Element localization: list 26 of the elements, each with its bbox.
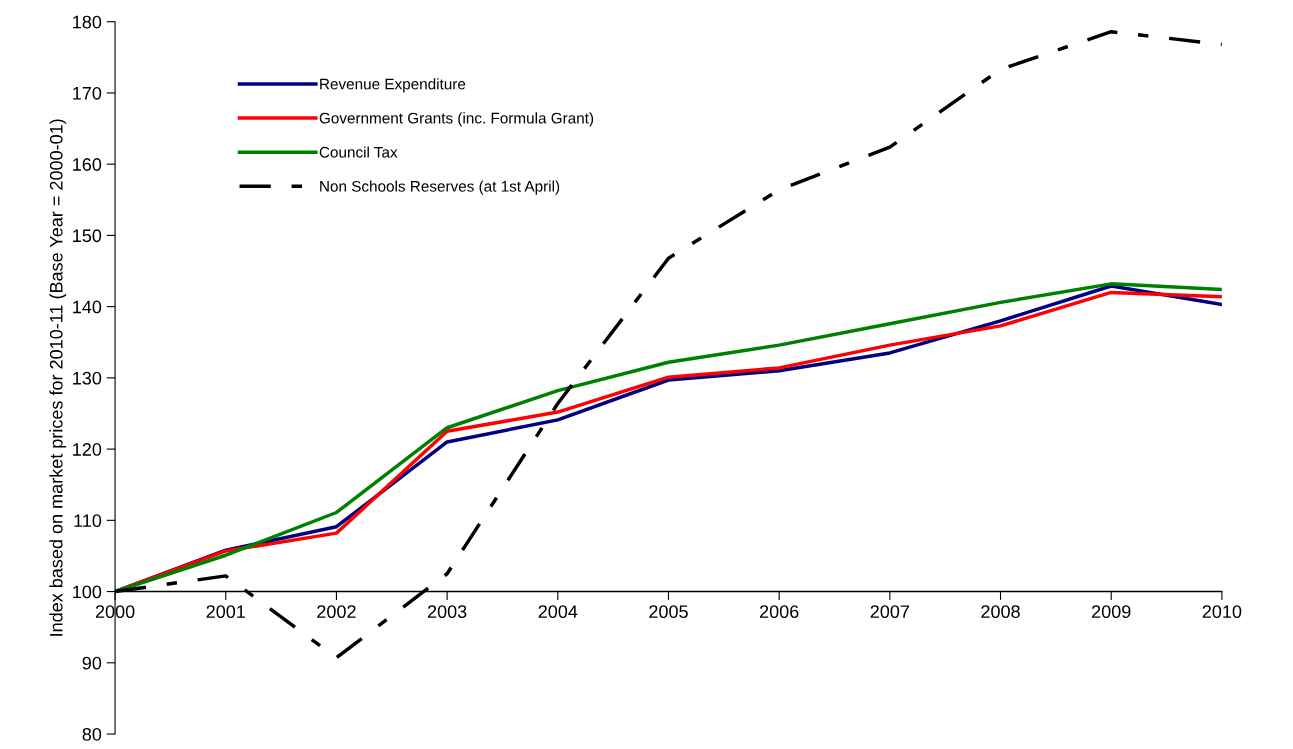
x-tick-label: 2004 <box>538 605 578 619</box>
x-tick-label: 2010 <box>1202 605 1242 619</box>
legend-label: Government Grants (inc. Formula Grant) <box>319 112 594 127</box>
y-tick-label: 90 <box>82 656 102 670</box>
y-tick-label: 180 <box>73 15 102 29</box>
y-tick-label: 80 <box>82 727 102 741</box>
x-tick-label: 2008 <box>981 605 1020 619</box>
x-tick-label: 2003 <box>427 605 467 619</box>
x-tick-label: 2005 <box>649 605 688 619</box>
y-tick-label: 100 <box>73 585 102 599</box>
x-tick-label: 2002 <box>317 605 356 619</box>
y-axis-title: Index based on market prices for 2010-11 (Base Year = 2000-01) <box>49 119 67 636</box>
y-tick-label: 130 <box>73 371 102 385</box>
y-tick-label: 140 <box>73 300 102 314</box>
y-tick-label: 150 <box>73 229 102 243</box>
y-tick-label: 160 <box>73 158 102 171</box>
x-tick-label: 2001 <box>206 605 245 619</box>
x-tick-label: 2007 <box>870 605 910 619</box>
y-tick-label: 170 <box>73 86 102 100</box>
y-tick-label: 120 <box>73 443 102 456</box>
x-tick-label: 2009 <box>1092 605 1131 619</box>
legend-label: Council Tax <box>319 146 398 158</box>
legend-label: Non Schools Reserves (at 1st April) <box>320 180 560 195</box>
x-tick-label: 2006 <box>759 605 799 619</box>
legend-label: Revenue Expenditure <box>320 78 466 93</box>
y-tick-label: 110 <box>74 514 102 528</box>
